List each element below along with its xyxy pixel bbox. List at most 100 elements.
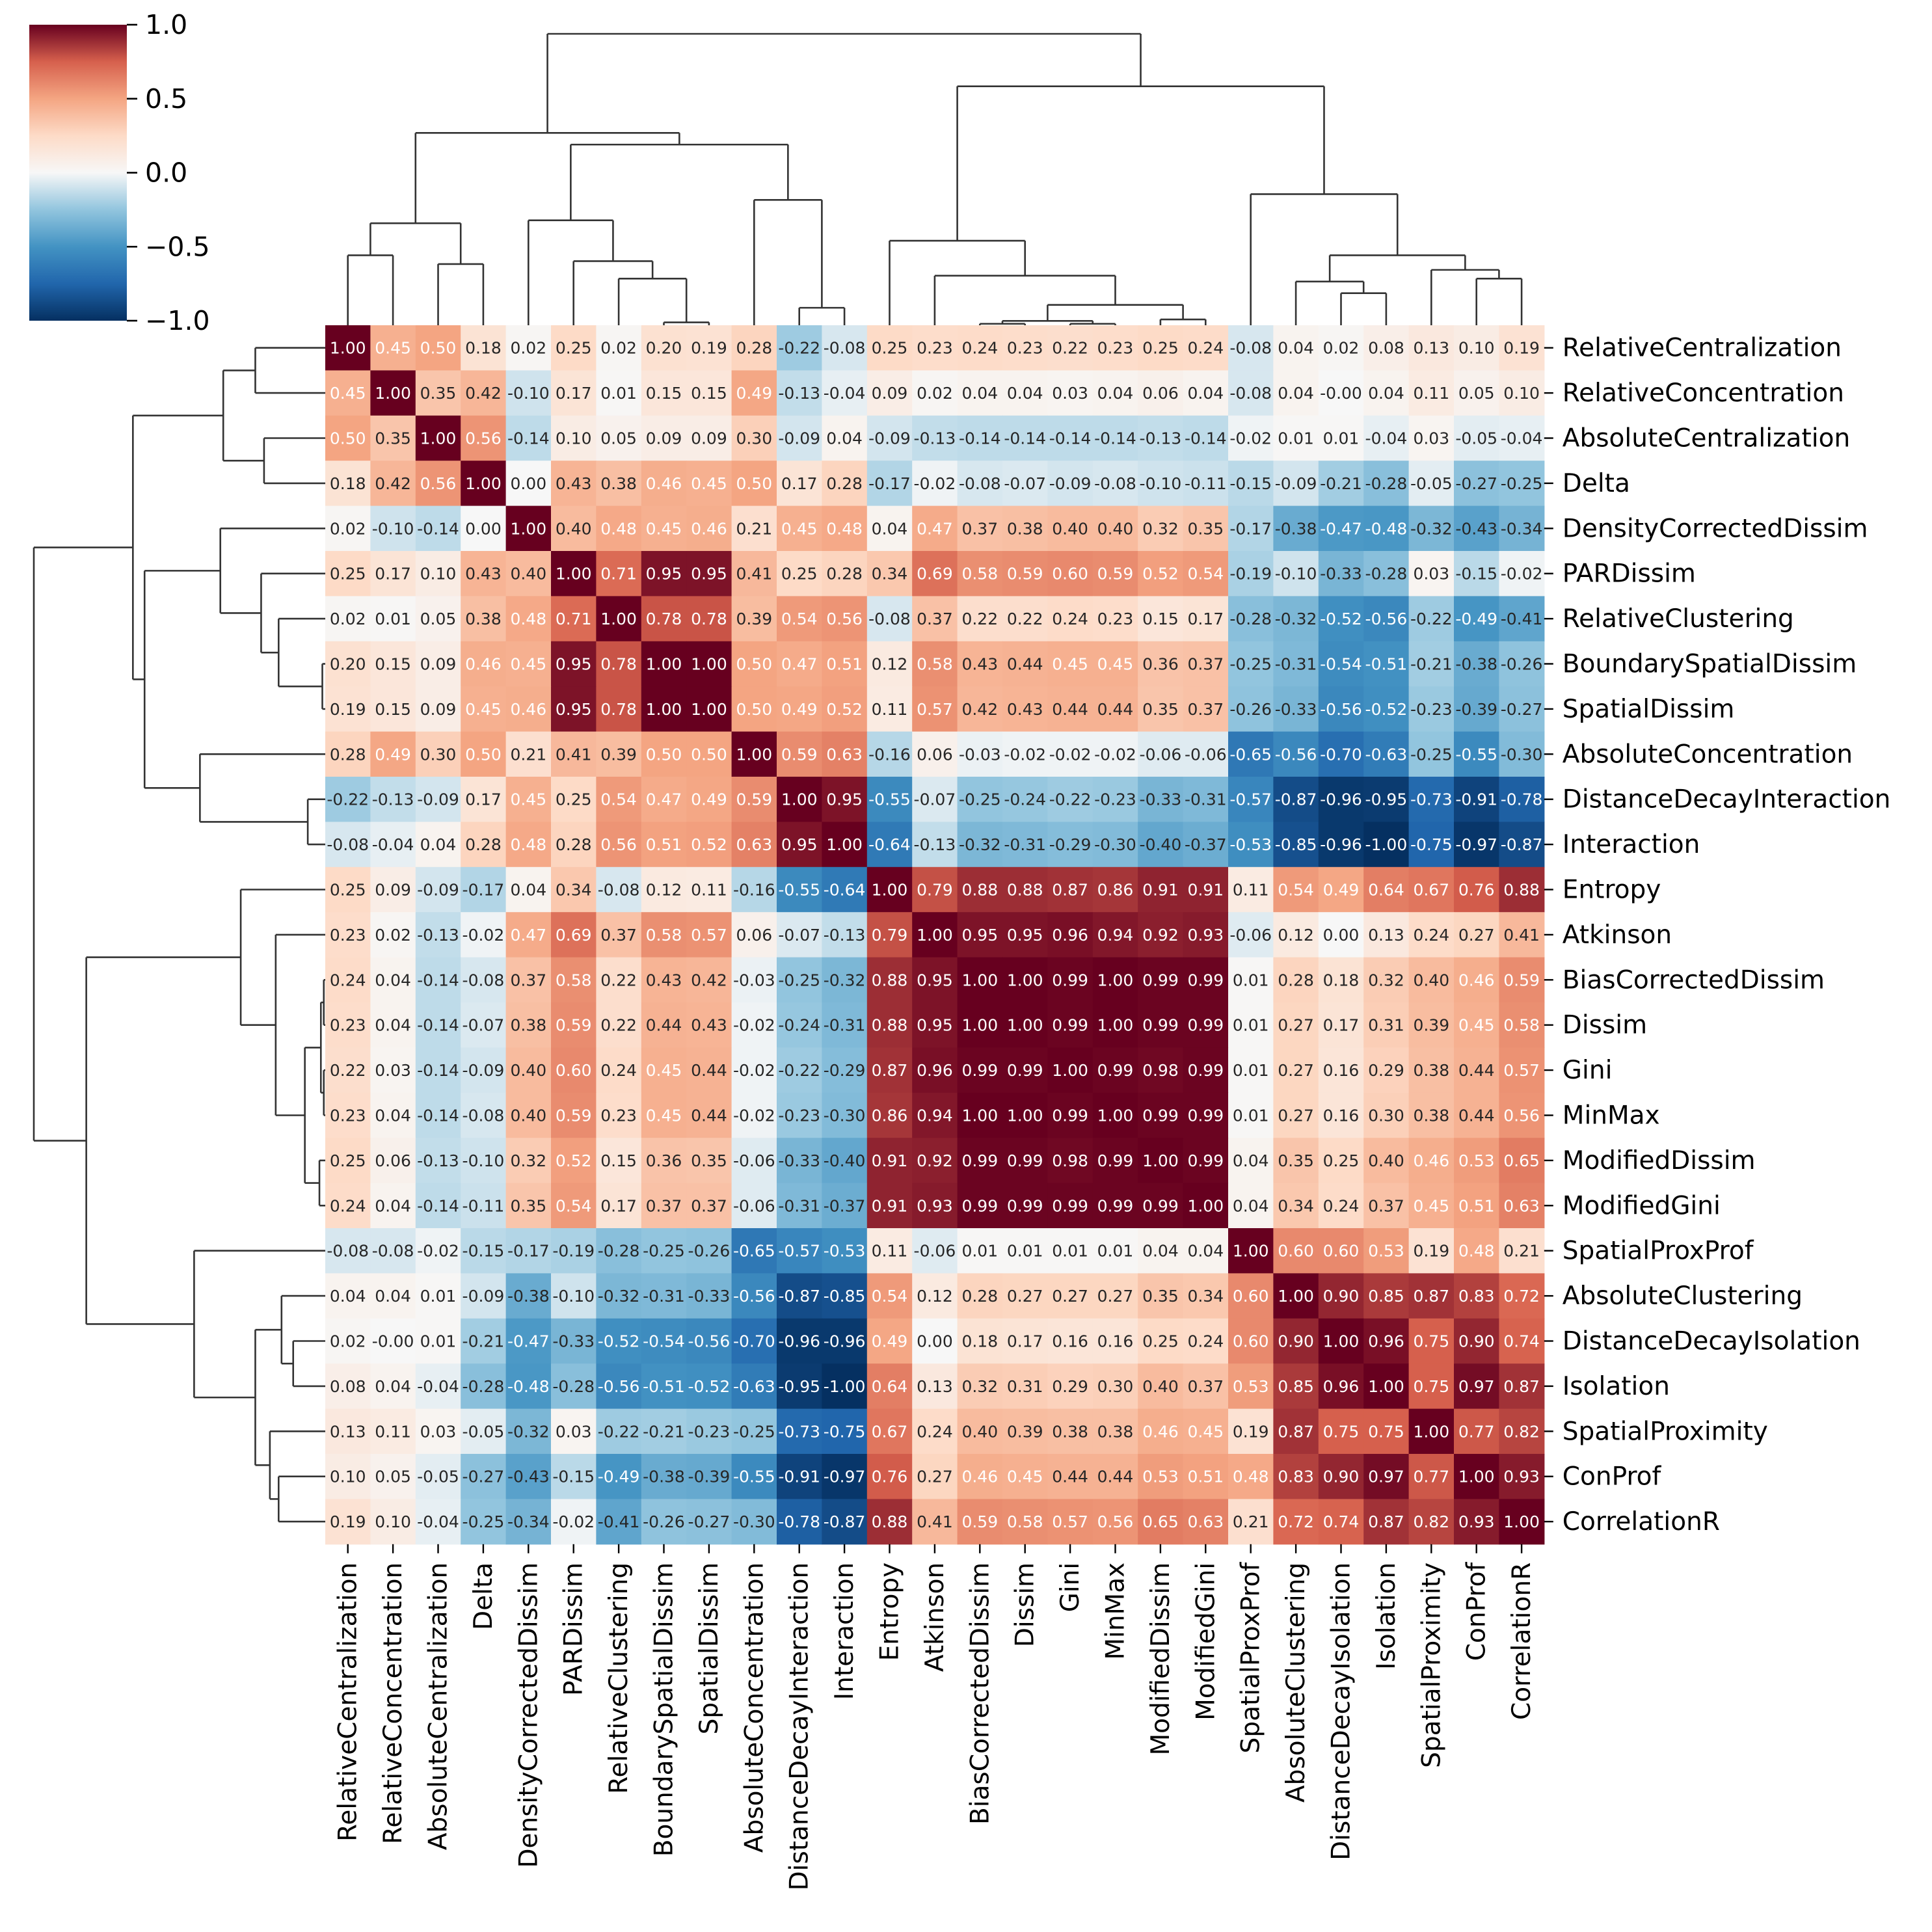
heatmap-cell <box>731 1408 777 1455</box>
cell-value-label: 0.12 <box>917 1287 953 1306</box>
cell-value-label: 0.02 <box>600 339 637 358</box>
heatmap-cell <box>1002 505 1048 552</box>
heatmap-cell <box>1183 641 1229 687</box>
cell-value-label: 0.45 <box>1187 1422 1224 1441</box>
heatmap-cell <box>957 777 1003 822</box>
cell-value-label: -0.09 <box>463 1061 505 1080</box>
cell-value-label: 0.19 <box>1233 1422 1269 1441</box>
heatmap-cell <box>551 1318 597 1364</box>
cell-value-label: 0.28 <box>826 474 863 493</box>
heatmap-cell <box>1138 596 1184 642</box>
heatmap-cell <box>777 1318 822 1364</box>
cell-value-label: 0.25 <box>330 1151 366 1170</box>
heatmap-cell <box>1138 641 1184 687</box>
heatmap-cell <box>912 686 958 732</box>
cell-value-label: 0.45 <box>1007 1468 1043 1486</box>
cell-value-label: 0.96 <box>1368 1332 1404 1351</box>
heatmap-cell <box>596 1002 642 1048</box>
cell-value-label: 0.35 <box>1278 1151 1314 1170</box>
cell-value-label: -1.00 <box>824 1377 866 1396</box>
heatmap-cell <box>1273 957 1319 1003</box>
cell-value-label: -0.03 <box>733 971 775 989</box>
heatmap-cell <box>912 957 958 1003</box>
heatmap-cell <box>1138 551 1184 597</box>
heatmap-cell <box>505 596 552 642</box>
heatmap-cell <box>461 822 507 868</box>
heatmap-cell <box>1363 1047 1410 1093</box>
heatmap-cell <box>415 912 461 958</box>
row-label: Atkinson <box>1563 920 1672 950</box>
heatmap-cell <box>1183 1499 1229 1545</box>
cell-value-label: 1.00 <box>420 429 457 448</box>
cell-value-label: -0.57 <box>1229 790 1272 809</box>
cell-value-label: -0.33 <box>688 1287 731 1306</box>
heatmap-cell <box>641 957 687 1003</box>
heatmap-cell <box>415 551 461 597</box>
column-label: PARDissim <box>559 1563 589 1696</box>
heatmap-cell <box>370 596 416 642</box>
cell-value-label: 0.75 <box>1413 1332 1449 1351</box>
cell-value-label: 1.00 <box>510 519 546 538</box>
heatmap-cell <box>461 1047 507 1093</box>
cell-value-label: 0.91 <box>872 1151 908 1170</box>
cell-value-label: 0.43 <box>961 655 998 674</box>
heatmap-cell <box>957 912 1003 958</box>
cell-value-label: 0.48 <box>1233 1468 1269 1486</box>
cell-value-label: -0.17 <box>507 1242 550 1261</box>
cell-value-label: 0.45 <box>646 519 682 538</box>
cell-value-label: 0.41 <box>917 1512 953 1531</box>
row-label: SpatialDissim <box>1563 695 1735 724</box>
heatmap-cell <box>1002 551 1048 597</box>
heatmap-cell <box>912 370 958 416</box>
heatmap-cell <box>866 370 913 416</box>
cell-value-label: 0.87 <box>1413 1287 1449 1306</box>
cell-value-label: 0.04 <box>330 1287 366 1306</box>
heatmap-cell <box>1138 1499 1184 1545</box>
heatmap-cell <box>325 1092 371 1138</box>
heatmap-cell <box>1499 957 1545 1003</box>
heatmap-cell <box>1047 1318 1093 1364</box>
cell-value-label: 0.57 <box>917 700 953 719</box>
cell-value-label: 0.37 <box>961 519 998 538</box>
cell-value-label: 0.45 <box>1052 655 1088 674</box>
cell-value-label: -0.02 <box>914 474 956 493</box>
heatmap-cell <box>596 1499 642 1545</box>
heatmap-cell <box>1408 1047 1455 1093</box>
heatmap-cell <box>1454 641 1499 687</box>
cell-value-label: 0.31 <box>1007 1377 1043 1396</box>
heatmap-cell <box>957 686 1003 732</box>
heatmap-cell <box>1318 1363 1364 1410</box>
heatmap-cell <box>325 1002 371 1048</box>
heatmap-cell <box>686 1363 732 1410</box>
heatmap-cell <box>1002 777 1048 822</box>
cell-value-label: 0.04 <box>1368 384 1404 403</box>
heatmap-cell <box>415 415 461 461</box>
heatmap-cell <box>370 686 416 732</box>
cell-value-label: 0.24 <box>330 1196 366 1215</box>
cell-value-label: -0.14 <box>417 1107 459 1125</box>
cell-value-label: 0.15 <box>375 700 411 719</box>
cell-value-label: 0.19 <box>691 339 727 358</box>
heatmap-cell <box>822 505 868 552</box>
cell-value-label: 0.96 <box>917 1061 953 1080</box>
heatmap-cell <box>461 415 507 461</box>
cell-value-label: 0.01 <box>420 1332 457 1351</box>
cell-value-label: 0.52 <box>556 1151 592 1170</box>
heatmap-cell <box>461 325 507 371</box>
cell-value-label: 0.52 <box>691 835 727 854</box>
cell-value-label: 0.12 <box>646 881 682 900</box>
cell-value-label: 0.54 <box>600 790 637 809</box>
heatmap-cell <box>1273 1363 1319 1410</box>
cell-value-label: 0.95 <box>917 1016 953 1035</box>
heatmap-cell <box>822 1273 868 1319</box>
heatmap-cell <box>686 686 732 732</box>
heatmap-cell <box>505 686 552 732</box>
cell-value-label: 0.99 <box>1187 1061 1224 1080</box>
heatmap-grid: 1.00 0.45 0.50 0.18 0.02 0.25 0.02 0.20 0.19 0.28… <box>325 325 1545 1545</box>
heatmap-cell <box>1138 1047 1184 1093</box>
cell-value-label: -0.06 <box>914 1242 956 1261</box>
heatmap-cell <box>1318 1138 1364 1184</box>
cell-value-label: 0.75 <box>1413 1377 1449 1396</box>
heatmap-cell <box>777 1092 822 1138</box>
heatmap-cell <box>957 505 1003 552</box>
